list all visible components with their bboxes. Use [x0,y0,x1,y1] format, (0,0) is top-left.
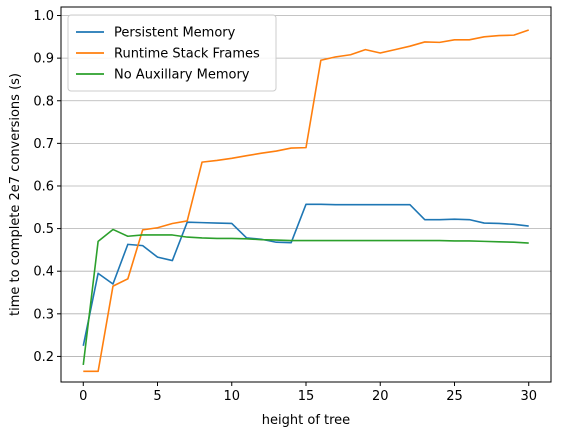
legend-label: No Auxillary Memory [114,68,250,83]
y-axis-ticks: 0.2 0.3 0.4 0.5 0.6 0.7 0.8 0.9 1.0 [33,9,61,365]
y-tick-label: 0.3 [33,307,54,322]
y-tick-label: 0.6 [33,179,54,194]
y-tick-label: 0.5 [33,222,54,237]
y-axis-label: time to complete 2e7 conversions (s) [8,73,23,316]
y-tick-label: 1.0 [33,9,54,24]
legend: Persistent Memory Runtime Stack Frames No … [67,14,277,92]
series-line-persistent-memory [82,203,529,346]
x-tick-label: 5 [153,389,161,404]
series-line-runtime-stack-frames [83,29,529,373]
x-tick-label: 20 [372,389,389,404]
series-lines [82,29,529,373]
x-tick-label: 25 [446,389,463,404]
y-tick-label: 0.7 [33,137,54,152]
y-tick-label: 0.2 [33,350,54,365]
y-tick-label: 0.8 [33,94,54,109]
x-axis-label: height of tree [262,413,350,428]
legend-label: Persistent Memory [114,26,236,41]
legend-label: Runtime Stack Frames [114,47,260,62]
y-tick-label: 0.9 [33,52,54,67]
x-tick-label: 0 [79,389,87,404]
x-axis-ticks: 0 5 10 15 20 25 30 [79,382,537,404]
x-tick-label: 30 [520,389,537,404]
x-tick-label: 10 [223,389,240,404]
legend-box [67,14,277,92]
y-tick-label: 0.4 [33,265,54,280]
x-tick-label: 15 [298,389,315,404]
series-line-no-auxillary-memory [82,228,529,366]
